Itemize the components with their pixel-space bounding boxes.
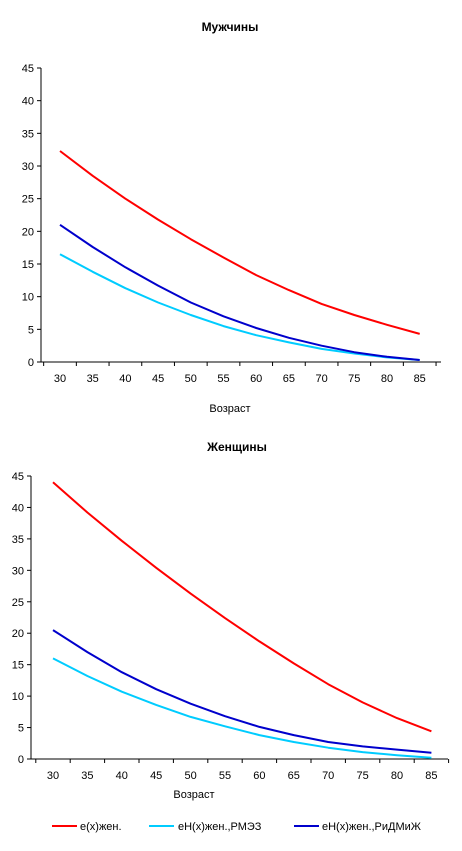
y-tick-label: 35 [12,534,24,546]
x-axis-label: Возраст [209,403,250,415]
x-tick-label: 45 [150,770,162,782]
x-tick-label: 70 [315,373,327,385]
x-tick-label: 75 [356,770,368,782]
y-tick-label: 25 [22,194,34,206]
x-tick-label: 70 [322,770,334,782]
x-tick-label: 40 [116,770,128,782]
y-tick-label: 0 [28,357,34,369]
x-tick-label: 60 [250,373,262,385]
y-tick-label: 20 [12,628,24,640]
y-tick-label: 20 [22,226,34,238]
x-tick-label: 50 [184,770,196,782]
y-tick-label: 10 [22,292,34,304]
x-tick-label: 45 [152,373,164,385]
x-tick-label: 65 [288,770,300,782]
y-tick-label: 15 [22,259,34,271]
legend-label: e(x)жен. [80,821,122,833]
x-tick-label: 80 [391,770,403,782]
y-tick-label: 35 [22,128,34,140]
chart-title: Женщины [206,440,267,454]
y-tick-label: 40 [22,96,34,108]
legend: e(x)жен. eH(x)жен.,РМЭЗ eH(x)жен.,РиДМиЖ [52,821,421,833]
x-tick-label: 35 [87,373,99,385]
series-line [52,629,432,754]
x-tick-label: 80 [381,373,393,385]
series-line [52,657,432,759]
y-tick-label: 5 [28,324,34,336]
x-tick-label: 85 [425,770,437,782]
x-axis-label: Возраст [173,789,214,801]
x-tick-label: 60 [253,770,265,782]
x-tick-label: 35 [81,770,93,782]
plot-area: 0 5 10 15 20 25 30 35 40 45 30 35 40 45 50 55 60 65 70 75 80… [12,471,450,782]
x-tick-label: 55 [219,770,231,782]
chart-men: Мужчины 0 5 10 15 20 25 30 35 40 45 30 35 40 45 50 55 60… [22,20,441,415]
plot-area: 0 5 10 15 20 25 30 35 40 45 30 35 40 45 50 55 60 65 70 75 80… [22,63,441,385]
chart-women: Женщины 0 5 10 15 20 25 30 35 40 45 30 35 40 45 50 55 60… [12,440,450,801]
series-line [52,481,432,733]
x-tick-label: 50 [185,373,197,385]
chart-title: Мужчины [202,20,259,34]
x-tick-label: 40 [119,373,131,385]
series-line [59,223,420,361]
y-tick-label: 15 [12,660,24,672]
y-tick-label: 10 [12,691,24,703]
series-line [59,150,420,335]
legend-label: eH(x)жен.,РМЭЗ [178,821,262,833]
y-tick-label: 5 [18,723,24,735]
x-tick-label: 75 [348,373,360,385]
x-tick-label: 30 [54,373,66,385]
series-line [59,253,420,361]
y-tick-label: 30 [12,565,24,577]
y-tick-label: 40 [12,502,24,514]
x-tick-label: 85 [414,373,426,385]
legend-label: eH(x)жен.,РиДМиЖ [322,821,421,833]
x-tick-label: 30 [47,770,59,782]
y-tick-label: 0 [18,754,24,766]
y-tick-label: 25 [12,597,24,609]
x-tick-label: 65 [283,373,295,385]
y-tick-label: 45 [22,63,34,75]
x-tick-label: 55 [217,373,229,385]
y-tick-label: 45 [12,471,24,483]
y-tick-label: 30 [22,161,34,173]
